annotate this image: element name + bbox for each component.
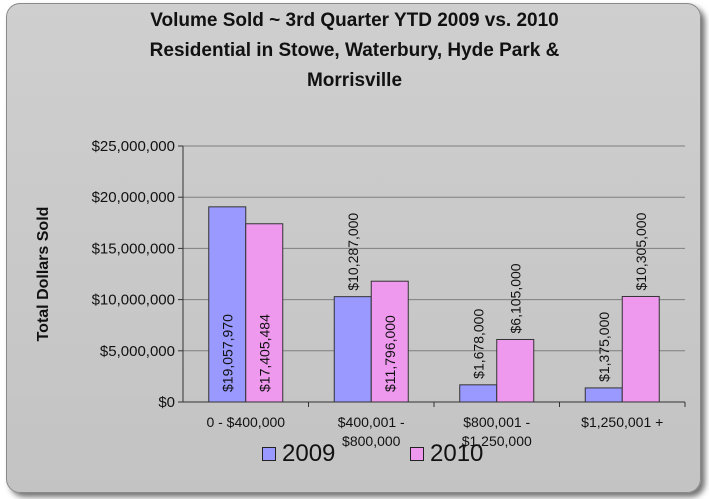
- x-tick-label: $800,001 -: [463, 414, 530, 430]
- data-label: $1,375,000: [596, 312, 612, 382]
- chart-title: Volume Sold ~ 3rd Quarter YTD 2009 vs. 2…: [0, 6, 709, 96]
- chart-title-line: Morrisville: [306, 70, 403, 91]
- y-tick-label: $15,000,000: [92, 240, 175, 257]
- bar-2009: [333, 296, 372, 403]
- bar-2010: [621, 295, 660, 403]
- data-label: $6,105,000: [507, 263, 523, 333]
- legend-label: 2010: [430, 440, 484, 467]
- legend-item-2010: 2010: [410, 440, 483, 468]
- data-label: $17,405,484: [256, 314, 272, 392]
- x-tick-label: 0 - $400,000: [206, 414, 285, 430]
- legend: 2009 2010: [0, 440, 709, 476]
- y-tick-label: $5,000,000: [100, 343, 175, 360]
- data-label: $10,287,000: [345, 213, 361, 291]
- chart-title-line: Volume Sold ~ 3rd Quarter YTD 2009 vs. 2…: [150, 10, 559, 31]
- legend-label: 2009: [282, 440, 336, 467]
- data-label: $11,796,000: [382, 315, 398, 392]
- bar-2009: [459, 384, 498, 403]
- y-axis-title: Total Dollars Sold: [35, 207, 52, 342]
- bar-2009: [584, 387, 623, 403]
- x-tick-label: $1,250,000: [462, 433, 532, 449]
- legend-swatch: [410, 447, 424, 461]
- y-tick-label: $0: [158, 394, 175, 411]
- x-tick-label: $400,001 -: [338, 414, 405, 430]
- chart-title-line: Residential in Stowe, Waterbury, Hyde Pa…: [149, 40, 560, 61]
- x-tick-label: $1,250,001 +: [581, 414, 663, 430]
- y-tick-label: $10,000,000: [92, 292, 175, 309]
- bar-2010: [496, 338, 535, 403]
- data-label: $1,678,000: [470, 309, 486, 379]
- y-tick-label: $25,000,000: [92, 138, 175, 155]
- bar-2010: [245, 223, 284, 403]
- data-label: $10,305,000: [633, 212, 649, 290]
- legend-item-2009: 2009: [262, 440, 335, 468]
- y-tick-label: $20,000,000: [92, 189, 175, 206]
- bar-2010: [370, 280, 409, 403]
- x-tick-label: $800,000: [342, 433, 401, 449]
- bar-2009: [208, 206, 247, 403]
- legend-swatch: [262, 447, 276, 461]
- data-label: $19,057,970: [219, 314, 235, 392]
